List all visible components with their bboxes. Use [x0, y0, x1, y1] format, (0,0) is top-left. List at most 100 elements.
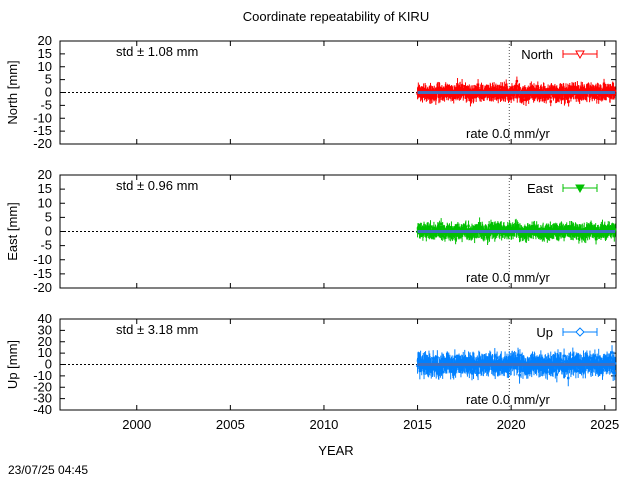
data-point [563, 97, 566, 101]
data-point [470, 360, 473, 363]
data-point [495, 356, 499, 359]
data-point [450, 226, 453, 229]
data-point [419, 356, 422, 359]
data-point [583, 227, 586, 231]
data-point [423, 87, 427, 91]
y-tick-label: -5 [40, 238, 52, 253]
data-point [436, 356, 439, 359]
data-point [587, 87, 591, 91]
data-point [469, 98, 472, 102]
data-point [564, 368, 567, 371]
data-point [531, 356, 534, 359]
std-label: std ± 0.96 mm [116, 178, 198, 193]
legend-marker [575, 50, 585, 60]
data-point [467, 224, 470, 228]
data-point [429, 225, 432, 228]
data-point [476, 83, 480, 86]
data-point [458, 87, 462, 90]
data-point [586, 359, 589, 363]
data-point [472, 369, 475, 373]
data-point [610, 351, 614, 354]
data-point [559, 92, 562, 96]
data-point [549, 368, 552, 371]
data-point [574, 369, 578, 372]
data-point [613, 89, 617, 93]
data-point [601, 369, 605, 372]
data-point [481, 228, 484, 231]
data-point [566, 365, 570, 369]
data-point [608, 95, 612, 98]
y-tick-label: -15 [33, 266, 52, 281]
data-point [465, 94, 469, 98]
data-point [546, 370, 549, 374]
data-point [532, 88, 536, 91]
x-tick-label: 2005 [216, 417, 245, 432]
y-tick-label: -20 [33, 136, 52, 151]
data-point [544, 95, 548, 99]
data-point [613, 371, 616, 375]
y-tick-label: -40 [33, 402, 52, 417]
data-point [478, 222, 481, 225]
timestamp: 23/07/25 04:45 [8, 463, 88, 477]
data-point [493, 234, 497, 237]
data-point [576, 86, 579, 89]
y-tick-label: 20 [38, 33, 52, 48]
data-point [560, 98, 563, 101]
data-point [546, 236, 549, 239]
x-axis-label: YEAR [318, 443, 353, 458]
data-point [503, 357, 507, 360]
y-tick-label: 0 [45, 85, 52, 100]
data-point [454, 237, 457, 241]
data-point [569, 358, 572, 361]
data-point [536, 94, 539, 97]
data-point [471, 357, 475, 360]
y-tick-label: 30 [38, 322, 52, 337]
data-point [599, 233, 603, 236]
data-point [595, 96, 598, 99]
data-point [607, 224, 610, 227]
y-tick-label: -20 [33, 379, 52, 394]
data-point [522, 98, 525, 102]
y-tick-label: 0 [45, 224, 52, 239]
data-point [465, 96, 468, 99]
data-point [590, 226, 594, 229]
data-point [488, 94, 492, 98]
chart-title: Coordinate repeatability of KIRU [243, 9, 429, 24]
data-point [539, 357, 543, 360]
data-point [562, 354, 566, 358]
legend-label: North [521, 47, 553, 62]
data-point [594, 238, 598, 241]
data-point [482, 367, 485, 371]
x-tick-label: 2015 [403, 417, 432, 432]
data-point [418, 369, 422, 373]
data-point [464, 225, 468, 228]
data-point [608, 366, 611, 369]
data-point [493, 355, 497, 358]
data-point [582, 357, 585, 360]
data-point [567, 357, 571, 361]
data-point [554, 368, 557, 372]
y-tick-label: 40 [38, 311, 52, 326]
data-point [518, 354, 522, 357]
y-tick-label: 20 [38, 167, 52, 182]
data-point [541, 235, 544, 238]
data-point [562, 235, 566, 238]
y-tick-label: 15 [38, 181, 52, 196]
data-point [440, 367, 443, 370]
data-point [500, 225, 503, 228]
data-point [470, 233, 473, 237]
data-point [526, 361, 529, 364]
data-point [438, 225, 441, 229]
y-tick-label: 15 [38, 46, 52, 61]
y-tick-label: -10 [33, 110, 52, 125]
y-tick-label: -15 [33, 123, 52, 138]
data-point [576, 369, 580, 373]
data-point [606, 231, 610, 235]
data-point [456, 83, 459, 86]
data-point [506, 89, 509, 92]
data-point [541, 227, 545, 231]
data-point [518, 87, 521, 90]
data-point [555, 373, 559, 376]
